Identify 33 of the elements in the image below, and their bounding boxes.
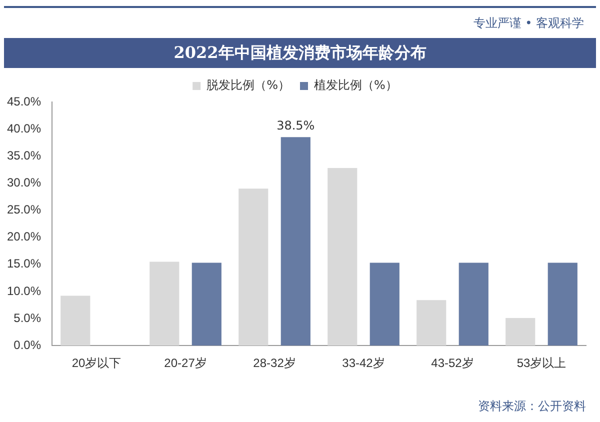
bar <box>280 137 310 346</box>
bar <box>458 262 488 346</box>
x-tick-label: 33-42岁 <box>342 356 385 370</box>
bar <box>548 262 578 346</box>
y-tick-label: 20.0% <box>6 230 42 244</box>
bar <box>328 168 358 346</box>
legend-label: 植发比例（%） <box>314 78 398 92</box>
bar <box>150 262 180 346</box>
x-tick-label: 20岁以下 <box>72 356 122 370</box>
y-tick-label: 15.0% <box>6 256 42 271</box>
y-tick-label: 30.0% <box>6 176 42 190</box>
y-tick-label: 5.0% <box>14 310 42 325</box>
y-tick-label: 0.0% <box>14 338 42 352</box>
legend-label: 脱发比例（%） <box>206 78 290 92</box>
y-tick-label: 40.0% <box>6 121 42 136</box>
x-tick-label: 20-27岁 <box>164 356 207 370</box>
bar <box>192 262 222 346</box>
chart-subtitle: 专业严谨 • 客观科学 <box>4 6 596 38</box>
bar <box>416 300 446 346</box>
x-tick-label: 53岁以上 <box>516 356 566 370</box>
text: 资料来源：公开资料 <box>477 398 586 415</box>
bar <box>370 262 400 346</box>
x-tick-label: 43-52岁 <box>431 356 474 370</box>
data-label: 38.5% <box>276 118 315 132</box>
y-tick-label: 25.0% <box>6 202 42 217</box>
bar <box>238 188 268 346</box>
y-tick-label: 35.0% <box>6 148 42 162</box>
bar <box>506 318 536 346</box>
y-tick-label: 45.0% <box>6 94 42 108</box>
chart-title: 2022年中国植发消费市场年龄分布 <box>4 38 596 68</box>
bar <box>60 296 90 346</box>
y-tick-label: 10.0% <box>6 284 42 298</box>
x-tick-label: 28-32岁 <box>253 356 296 370</box>
